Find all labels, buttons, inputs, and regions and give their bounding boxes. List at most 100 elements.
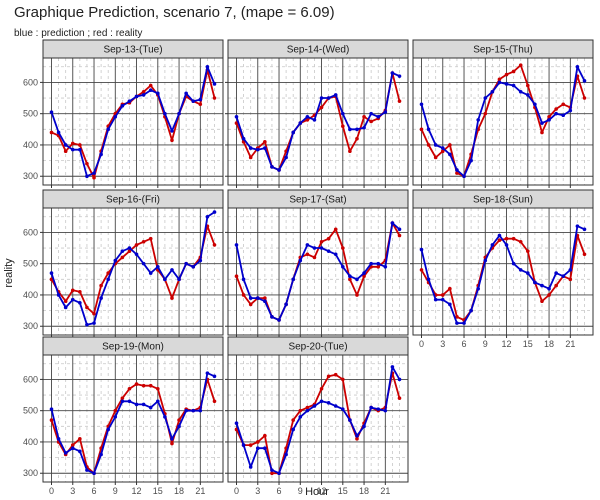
- prediction-point: [127, 99, 132, 103]
- x-tick-label: 0: [49, 486, 54, 496]
- prediction-point: [156, 91, 160, 96]
- reality-point: [177, 418, 181, 422]
- y-tick-label: 500: [23, 406, 38, 416]
- prediction-point: [341, 407, 345, 411]
- prediction-point: [127, 399, 132, 404]
- reality-point: [355, 136, 359, 141]
- prediction-point: [56, 293, 61, 297]
- panel-border: [227, 207, 409, 336]
- reality-point: [554, 107, 558, 111]
- reality-point: [234, 274, 239, 278]
- reality-point: [248, 155, 253, 160]
- reality-point: [291, 418, 295, 422]
- reality-point: [120, 396, 125, 400]
- prediction-point: [205, 214, 210, 219]
- prediction-point: [476, 286, 480, 291]
- prediction-point: [156, 265, 160, 269]
- facet-strip-label: Sep-19-(Mon): [102, 342, 164, 353]
- x-tick-label: 9: [483, 339, 488, 349]
- x-tick-label: 3: [70, 486, 75, 496]
- x-tick-label: 9: [298, 486, 303, 496]
- prediction-point: [419, 247, 424, 252]
- y-tick-label: 300: [23, 171, 38, 181]
- prediction-point: [49, 110, 54, 114]
- prediction-point: [319, 96, 324, 100]
- reality-point: [547, 115, 551, 119]
- reality-point: [127, 249, 132, 253]
- prediction-point: [184, 91, 188, 96]
- prediction-point: [483, 258, 488, 263]
- prediction-point: [440, 297, 445, 302]
- x-tick-label: 3: [440, 339, 445, 349]
- prediction-point: [99, 296, 103, 300]
- prediction-point: [78, 449, 82, 454]
- reality-point: [85, 305, 89, 310]
- x-tick-label: 0: [234, 486, 239, 496]
- prediction-point: [582, 79, 587, 83]
- panel-background: [228, 355, 408, 482]
- prediction-point: [78, 147, 82, 152]
- reality-point: [212, 399, 217, 404]
- reality-point: [518, 63, 523, 67]
- prediction-point: [291, 277, 295, 282]
- prediction-point: [56, 130, 61, 135]
- reality-point: [397, 396, 402, 400]
- prediction-point: [85, 174, 89, 179]
- x-tick-label: 12: [132, 486, 142, 496]
- x-tick-label: 9: [113, 486, 118, 496]
- prediction-point: [448, 152, 452, 157]
- reality-point: [212, 96, 217, 100]
- prediction-point: [248, 146, 253, 150]
- reality-point: [440, 293, 445, 297]
- facet-strip-label: Sep-18-(Sun): [473, 195, 533, 206]
- reality-point: [148, 383, 153, 388]
- prediction-point: [582, 227, 587, 232]
- reality-point: [440, 149, 445, 154]
- prediction-point: [312, 246, 317, 250]
- prediction-point: [568, 108, 573, 113]
- prediction-point: [70, 446, 75, 451]
- reality-point: [355, 293, 359, 297]
- reality-point: [99, 283, 103, 288]
- prediction-point: [163, 277, 167, 282]
- reality-point: [78, 290, 82, 294]
- reality-point: [433, 155, 438, 160]
- prediction-point: [397, 74, 402, 78]
- x-tick-label: 3: [255, 486, 260, 496]
- reality-point: [497, 238, 502, 243]
- reality-point: [582, 252, 587, 257]
- prediction-point: [141, 402, 146, 407]
- prediction-point: [376, 407, 381, 411]
- prediction-point: [277, 168, 281, 172]
- reality-point: [333, 372, 338, 377]
- prediction-point: [533, 102, 537, 107]
- prediction-point: [205, 64, 210, 69]
- prediction-point: [362, 271, 366, 275]
- reality-point: [504, 236, 509, 241]
- prediction-point: [390, 71, 395, 75]
- prediction-point: [291, 130, 295, 135]
- prediction-point: [369, 261, 373, 266]
- prediction-point: [298, 415, 303, 419]
- prediction-point: [469, 158, 473, 163]
- x-tick-label: 18: [544, 339, 554, 349]
- prediction-point: [263, 299, 267, 304]
- reality-point: [156, 386, 160, 391]
- x-tick-label: 18: [174, 486, 184, 496]
- reality-point: [397, 233, 402, 238]
- prediction-point: [92, 471, 96, 476]
- prediction-point: [234, 243, 239, 247]
- prediction-point: [369, 111, 373, 116]
- panel-background: [228, 58, 408, 185]
- prediction-point: [49, 271, 54, 275]
- prediction-point: [362, 125, 366, 130]
- reality-point: [212, 243, 217, 247]
- prediction-point: [362, 424, 366, 429]
- reality-point: [63, 149, 68, 154]
- reality-point: [78, 143, 82, 147]
- prediction-point: [70, 147, 75, 152]
- facet-panel: Sep-19-(Mon) 0 3 6 9 12 15 18 21 300 400 500 600: [23, 336, 224, 496]
- reality-point: [355, 437, 359, 441]
